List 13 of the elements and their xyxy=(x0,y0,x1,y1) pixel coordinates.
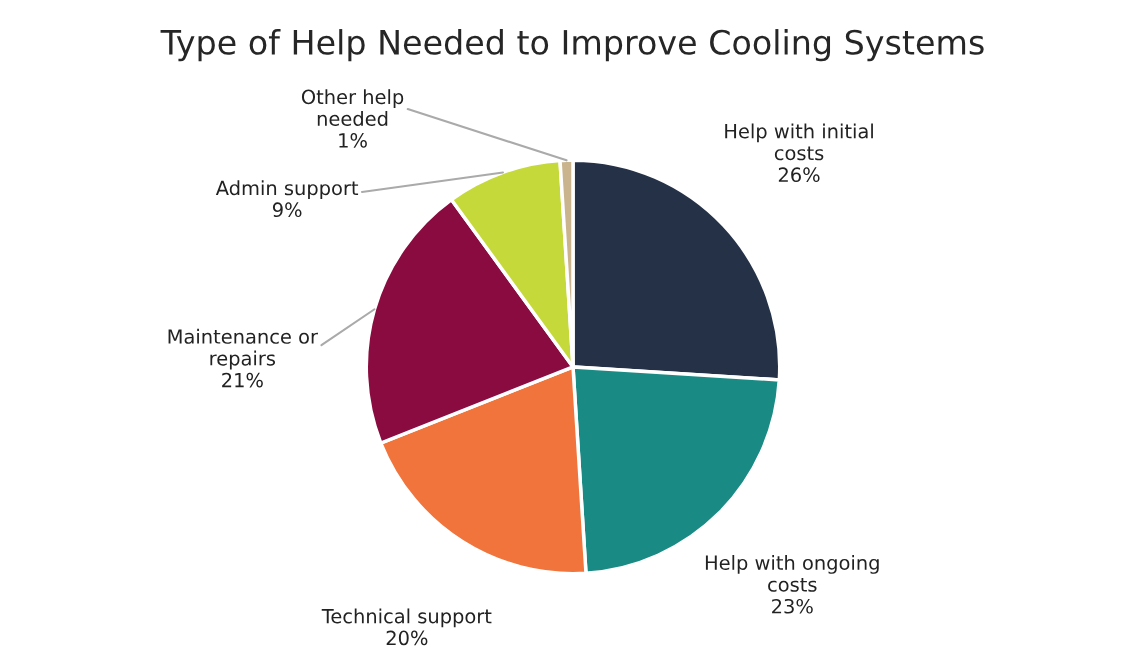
slice-label: Other help needed xyxy=(301,89,404,126)
data-label: 9% xyxy=(272,202,302,218)
slice-label: Help with initial costs xyxy=(725,123,873,161)
data-label: 23% xyxy=(772,598,813,614)
data-label: 21% xyxy=(222,372,263,388)
data-label: 20% xyxy=(386,630,428,646)
slice-label: Maintenance or repairs xyxy=(168,328,318,370)
slice-label: Help with ongoing costs xyxy=(705,555,879,592)
data-label: 26% xyxy=(778,167,820,183)
slice-label: Admin support xyxy=(215,180,359,200)
chart-title: Type of Help Needed to Improve Cooling Systems xyxy=(160,29,984,62)
slice-label: Technical support xyxy=(321,608,492,628)
data-label: 1% xyxy=(339,133,367,148)
